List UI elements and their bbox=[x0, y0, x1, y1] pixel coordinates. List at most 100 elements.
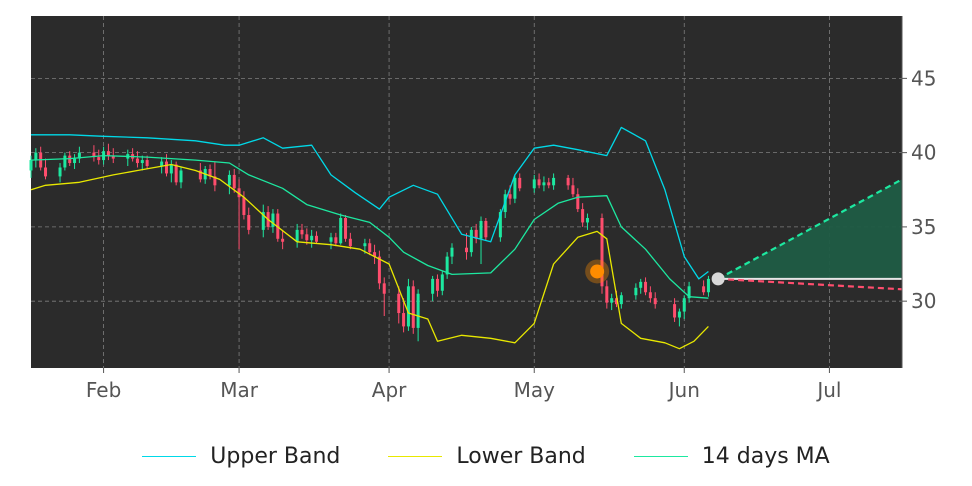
candle-body-1 bbox=[34, 152, 38, 161]
y-tick-label-45: 45 bbox=[911, 66, 936, 90]
candle-body-17 bbox=[140, 160, 144, 164]
candle-body-70 bbox=[508, 194, 512, 199]
candle-body-22 bbox=[174, 164, 178, 183]
candle-body-53 bbox=[397, 293, 401, 314]
candle-body-44 bbox=[334, 237, 338, 244]
legend-item-ma: 14 days MA bbox=[633, 443, 830, 469]
candle-body-57 bbox=[416, 293, 420, 328]
x-tick-label-may: May bbox=[514, 378, 556, 402]
candle-body-87 bbox=[619, 295, 623, 305]
candle-body-54 bbox=[402, 313, 406, 327]
candle-body-32 bbox=[247, 215, 251, 230]
legend-swatch-lower bbox=[388, 455, 443, 457]
candle-body-80 bbox=[576, 194, 580, 210]
candle-body-78 bbox=[566, 177, 570, 186]
candle-body-21 bbox=[169, 164, 173, 174]
legend-item-upper-band: Upper Band bbox=[142, 444, 340, 469]
candle-body-50 bbox=[373, 252, 377, 257]
axes: 30 35 40 45 Feb Mar Apr May Jun Jul bbox=[86, 16, 936, 402]
candle-body-74 bbox=[537, 179, 541, 186]
legend: Upper Band Lower Band 14 days MA bbox=[0, 432, 972, 480]
x-tick-label-mar: Mar bbox=[220, 378, 259, 402]
candle-body-79 bbox=[571, 185, 575, 195]
candle-body-33 bbox=[261, 212, 265, 230]
candle-body-63 bbox=[464, 247, 469, 253]
candle-body-97 bbox=[702, 286, 706, 293]
candle-body-13 bbox=[111, 155, 115, 159]
legend-swatch-ma bbox=[633, 455, 688, 457]
candle-body-26 bbox=[208, 168, 212, 177]
signal-marker bbox=[590, 264, 605, 279]
candle-body-72 bbox=[518, 177, 522, 189]
x-tick-label-feb: Feb bbox=[86, 378, 121, 402]
candle-body-82 bbox=[585, 217, 589, 223]
forecast-lower-line bbox=[718, 277, 903, 291]
candle-body-38 bbox=[295, 229, 299, 242]
candle-body-73 bbox=[532, 179, 536, 189]
candle-body-23 bbox=[179, 170, 183, 183]
candle-body-5 bbox=[63, 155, 67, 168]
candle-body-71 bbox=[513, 177, 517, 199]
y-tick-label-35: 35 bbox=[911, 215, 936, 239]
candle-body-58 bbox=[431, 278, 435, 294]
candle-body-64 bbox=[469, 229, 473, 253]
candle-body-89 bbox=[639, 281, 643, 288]
chart-canvas: 30 35 40 45 Feb Mar Apr May Jun Jul bbox=[29, 16, 936, 402]
candle-body-66 bbox=[479, 220, 483, 239]
candle-body-47 bbox=[348, 238, 352, 247]
candle-body-46 bbox=[344, 217, 348, 239]
legend-label-ma: 14 days MA bbox=[701, 443, 830, 469]
candle-body-8 bbox=[77, 152, 81, 159]
legend-item-lower-band: Lower Band bbox=[388, 444, 586, 469]
candle-body-90 bbox=[644, 281, 648, 293]
candle-body-43 bbox=[329, 237, 333, 242]
candle-body-10 bbox=[97, 157, 101, 161]
candle-body-19 bbox=[160, 161, 164, 167]
series-line-lower-band bbox=[30, 163, 709, 350]
candle-body-62 bbox=[450, 247, 454, 257]
candle-body-18 bbox=[145, 160, 149, 167]
candle-body-6 bbox=[68, 155, 72, 164]
candle-body-96 bbox=[687, 286, 691, 299]
y-tick-label-30: 30 bbox=[911, 289, 936, 313]
candle-body-27 bbox=[213, 176, 217, 186]
candle-body-65 bbox=[474, 229, 478, 239]
forecast-lines bbox=[717, 178, 903, 291]
candle-body-41 bbox=[310, 235, 314, 241]
candle-body-24 bbox=[198, 170, 202, 180]
candle-body-67 bbox=[484, 220, 488, 238]
candlesticks bbox=[29, 143, 710, 342]
candle-body-48 bbox=[363, 243, 367, 247]
x-tick-label-apr: Apr bbox=[372, 378, 407, 402]
candle-body-59 bbox=[435, 278, 439, 291]
candle-body-49 bbox=[368, 243, 372, 253]
x-tick-label-jul: Jul bbox=[815, 378, 841, 402]
band-lines bbox=[30, 126, 709, 350]
candle-body-12 bbox=[106, 151, 110, 156]
candle-body-76 bbox=[547, 182, 551, 186]
candle-body-20 bbox=[164, 161, 168, 174]
series-line-14-days-ma bbox=[30, 154, 709, 299]
candle-body-30 bbox=[237, 188, 241, 198]
candle-body-94 bbox=[677, 311, 681, 318]
candle-body-45 bbox=[339, 217, 343, 244]
candle-body-3 bbox=[44, 167, 48, 177]
forecast-upper-line bbox=[717, 178, 903, 280]
candle-body-95 bbox=[682, 298, 686, 312]
candle-body-4 bbox=[58, 167, 62, 177]
candle-body-31 bbox=[242, 197, 246, 216]
candle-body-68 bbox=[498, 212, 502, 238]
candle-body-77 bbox=[552, 177, 556, 186]
candle-body-28 bbox=[227, 174, 231, 186]
markers bbox=[585, 259, 725, 286]
legend-label-upper: Upper Band bbox=[210, 443, 341, 469]
candle-body-84 bbox=[605, 286, 609, 303]
candle-body-83 bbox=[600, 217, 604, 287]
candle-body-55 bbox=[406, 286, 410, 327]
candle-body-35 bbox=[271, 213, 275, 227]
forecast-start-point bbox=[711, 272, 725, 286]
x-tick-label-jun: Jun bbox=[667, 378, 700, 402]
plot-background bbox=[31, 16, 902, 368]
candle-body-0 bbox=[29, 160, 33, 171]
candle-body-93 bbox=[673, 304, 677, 318]
